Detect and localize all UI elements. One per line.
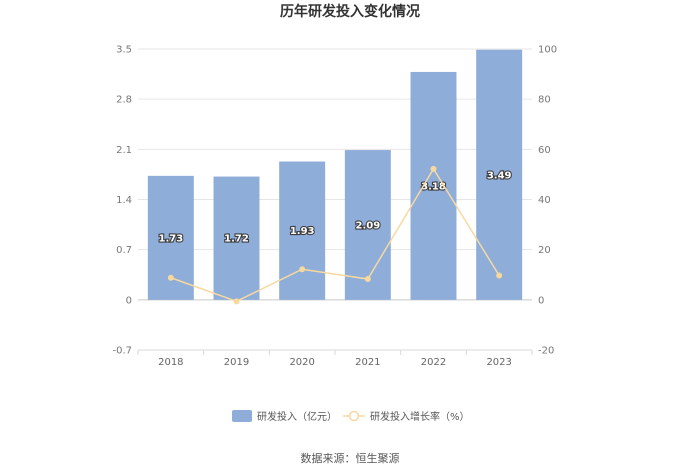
right-tick-label: 80 [538,95,551,106]
bar[interactable] [476,49,523,300]
bar-series [147,49,523,300]
left-tick-label: -0.7 [112,346,132,357]
bar-data-label: 1.73 [158,233,183,244]
growth-rate-line [170,167,500,303]
right-tick-label: 0 [538,295,544,306]
bar[interactable] [410,71,457,300]
bar[interactable] [213,176,260,300]
left-axis: -0.7 0 0.7 1.4 2.1 2.8 3.5 [112,45,132,357]
left-tick-label: 0 [126,295,132,306]
right-tick-label: 20 [538,245,551,256]
line-point[interactable] [299,266,306,273]
chart-title: 历年研发投入变化情况 [280,3,420,20]
line-series [167,165,503,305]
bar-data-labels: 1.73 1.72 1.93 2.09 3.18 3.49 [157,169,512,246]
bar[interactable] [344,150,391,300]
line-point[interactable] [167,274,174,281]
right-tick-label: 100 [538,45,557,56]
x-tick-label: 2021 [355,357,380,368]
legend-item-line[interactable]: 研发投入增长率（%） [343,410,470,423]
grid-lines [138,48,532,351]
legend: 研发投入（亿元） 研发投入增长率（%） [232,410,470,423]
x-tick-label: 2020 [289,357,314,368]
x-tick-label: 2019 [224,357,249,368]
bar-data-label: 1.72 [224,234,249,245]
left-tick-label: 2.1 [116,145,132,156]
bar-data-label: 1.93 [290,226,315,237]
x-tick-label: 2018 [158,357,183,368]
left-tick-label: 1.4 [116,195,132,206]
line-point[interactable] [233,298,240,305]
legend-swatch-marker [348,410,360,422]
x-axis: 2018 2019 2020 2021 2022 2023 [137,349,533,368]
line-point[interactable] [364,276,371,283]
legend-item-bar[interactable]: 研发投入（亿元） [232,410,337,423]
bar-data-label: 2.09 [355,220,380,231]
left-tick-label: 2.8 [116,95,132,106]
left-tick-label: 3.5 [116,45,132,56]
left-tick-label: 0.7 [116,245,132,256]
data-source: 数据来源：恒生聚源 [301,451,400,465]
right-tick-label: 60 [538,145,551,156]
right-tick-label: 40 [538,195,551,206]
legend-label-line: 研发投入增长率（%） [370,410,470,423]
right-tick-label: -20 [538,346,554,357]
bar-data-label: 3.18 [421,181,446,192]
x-tick-label: 2023 [486,357,511,368]
legend-swatch-bar [232,410,252,422]
bar-data-label: 3.49 [487,170,512,181]
right-axis: -20 0 20 40 60 80 100 [538,45,557,357]
line-point[interactable] [430,165,437,172]
x-tick-label: 2022 [421,357,446,368]
legend-label-bar: 研发投入（亿元） [257,410,337,423]
line-point[interactable] [496,272,503,279]
